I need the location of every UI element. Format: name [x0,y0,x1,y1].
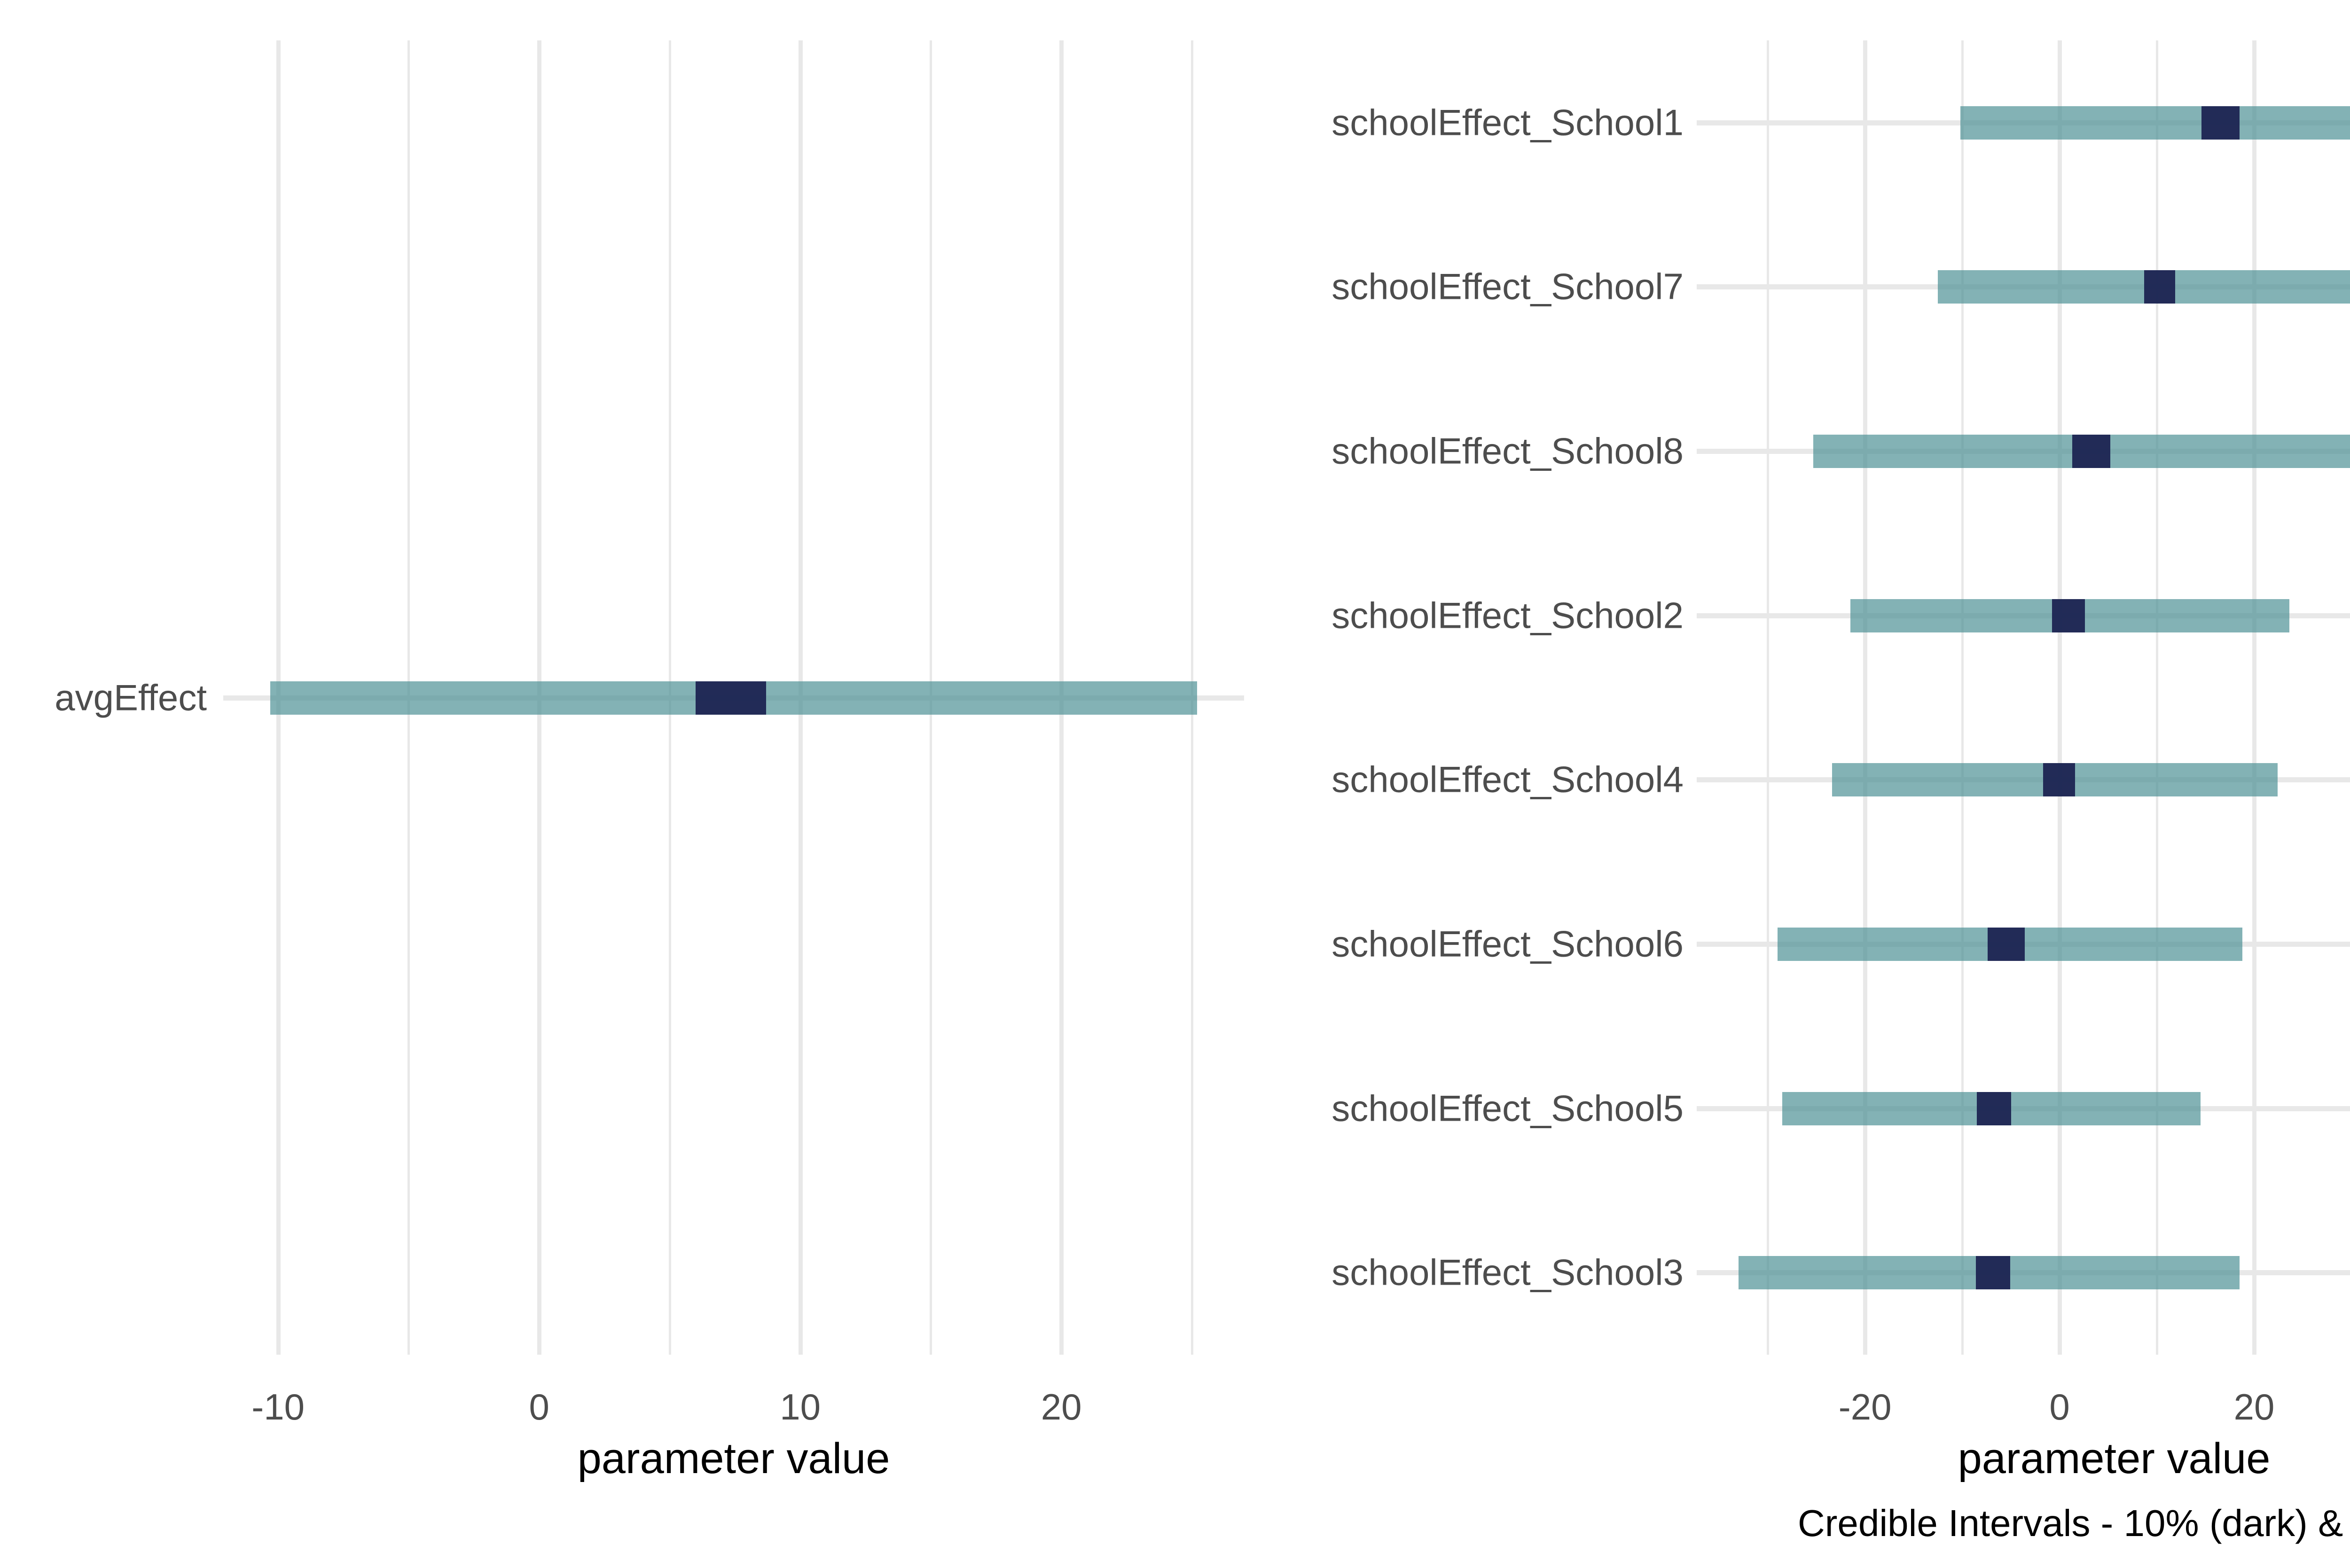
right-x-axis-title: parameter value [1958,1435,2271,1482]
minor-gridline [1961,40,1964,1355]
ci10-bar-schoolEffect_School4 [2043,763,2076,797]
x-tick-label-10: 10 [780,1386,821,1428]
ci90-bar-schoolEffect_School7 [1938,270,2350,304]
y-axis-label-schoolEffect_School7: schoolEffect_School7 [1332,265,1684,307]
x-tick-label--10: -10 [251,1386,305,1428]
left-plot-panel [223,40,1244,1355]
ci90-bar-schoolEffect_School1 [1960,106,2350,140]
x-tick-label-0: 0 [529,1386,549,1428]
major-gridline [2058,40,2062,1355]
y-axis-label-schoolEffect_School6: schoolEffect_School6 [1332,923,1684,965]
ci10-bar-schoolEffect_School8 [2072,435,2110,468]
figure-caption: Credible Intervals - 10% (dark) & 90% (l… [1797,1502,2350,1544]
major-gridline [1863,40,1868,1355]
y-axis-label-schoolEffect_School4: schoolEffect_School4 [1332,758,1684,800]
ci10-bar-schoolEffect_School1 [2201,106,2240,140]
x-tick-label-0: 0 [2049,1386,2070,1428]
y-axis-label-schoolEffect_School8: schoolEffect_School8 [1332,430,1684,472]
x-tick-label--20: -20 [1838,1386,1892,1428]
left-x-axis-title: parameter value [577,1435,890,1482]
ci10-bar-schoolEffect_School6 [1987,927,2025,961]
ci10-bar-avgEffect [696,681,767,715]
right-plot-panel [1697,40,2350,1355]
y-axis-label-avgEffect: avgEffect [55,677,207,718]
y-axis-label-schoolEffect_School2: schoolEffect_School2 [1332,594,1684,636]
y-axis-label-schoolEffect_School1: schoolEffect_School1 [1332,101,1684,143]
ci10-bar-schoolEffect_School7 [2144,270,2176,304]
x-tick-label-20: 20 [2233,1386,2275,1428]
y-axis-label-schoolEffect_School5: schoolEffect_School5 [1332,1087,1684,1129]
major-gridline [2252,40,2257,1355]
ci10-bar-schoolEffect_School3 [1976,1256,2010,1290]
ci10-bar-schoolEffect_School5 [1977,1092,2011,1125]
minor-gridline [1767,40,1770,1355]
y-axis-label-schoolEffect_School3: schoolEffect_School3 [1332,1251,1684,1293]
minor-gridline [2156,40,2159,1355]
x-tick-label-20: 20 [1041,1386,1082,1428]
ci10-bar-schoolEffect_School2 [2052,599,2085,632]
